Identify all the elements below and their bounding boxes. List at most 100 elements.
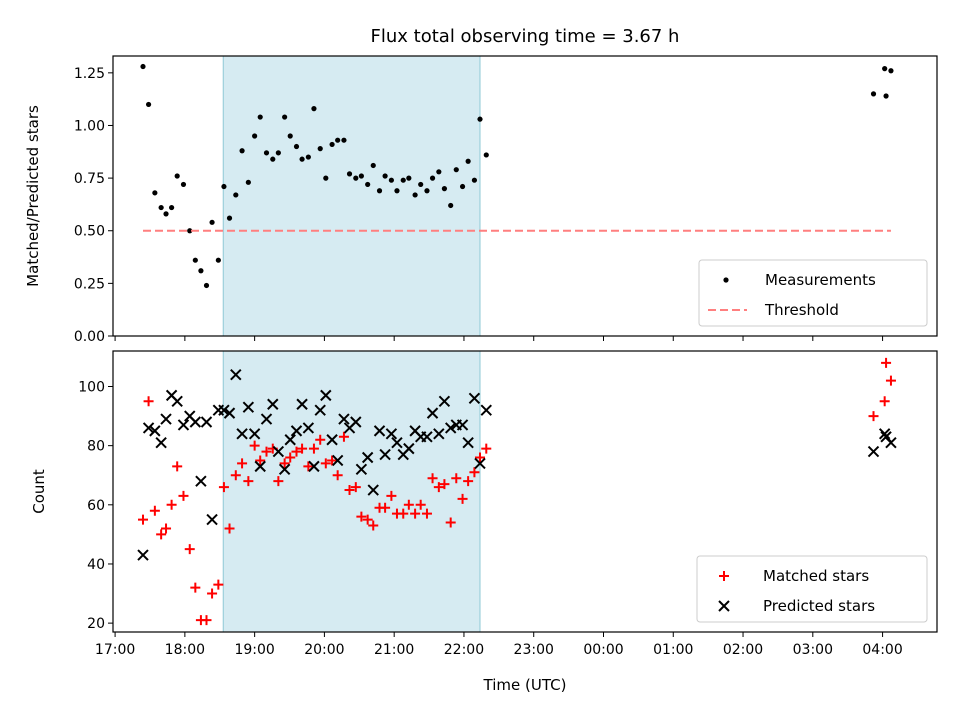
measurement-point [429, 175, 436, 181]
measurement-point [145, 101, 152, 108]
measurement-point [400, 177, 406, 183]
matched-stars-point [161, 523, 172, 534]
predicted-stars-point [474, 457, 486, 470]
measurement-point [353, 175, 359, 181]
legend-label: Measurements [765, 271, 876, 289]
y-tick-label: 1.00 [74, 118, 105, 134]
measurement-point [376, 188, 383, 194]
predicted-stars-point [278, 463, 291, 476]
measurement-point [174, 173, 180, 179]
legend-box [696, 555, 928, 623]
predicted-stars-point [284, 434, 296, 446]
matched-stars-point [879, 396, 890, 407]
matched-stars-point [403, 499, 414, 510]
matched-stars-point [285, 452, 296, 463]
matched-stars-point [143, 396, 154, 407]
measurement-point [870, 91, 877, 97]
x-tick-label: 20:00 [304, 642, 344, 658]
predicted-stars-point [456, 419, 469, 431]
matched-stars-point [291, 446, 302, 457]
measurement-point [270, 156, 276, 162]
predicted-stars-point [302, 422, 315, 434]
measurement-point [382, 173, 388, 179]
predicted-stars-point [403, 442, 415, 455]
predicted-stars-point [189, 416, 202, 428]
matched-stars-point [273, 476, 284, 487]
predicted-stars-point [149, 425, 161, 437]
measurement-point [245, 179, 251, 185]
matched-stars-point [243, 476, 254, 487]
predicted-stars-point [885, 436, 897, 449]
measurement-point [317, 146, 323, 152]
legend: Measurements Threshold [698, 259, 928, 327]
x-tick-label: 04:00 [862, 642, 902, 658]
predicted-stars-point [367, 484, 379, 496]
matched-stars-point [338, 431, 349, 442]
matched-stars-point [201, 615, 212, 626]
predicted-stars-point [206, 513, 218, 526]
measurement-point [370, 162, 376, 169]
measurement-point [453, 167, 459, 173]
matched-stars-point [410, 508, 421, 519]
predicted-stars-point [236, 428, 248, 440]
predicted-stars-point [308, 460, 320, 473]
predicted-stars-point [468, 392, 481, 405]
measurement-point [418, 181, 424, 188]
matched-stars-point [885, 375, 896, 386]
predicted-stars-point [260, 413, 273, 425]
matched-stars-point [178, 490, 189, 501]
axes-frame [112, 350, 938, 633]
measurement-point [465, 158, 471, 164]
matched-stars-point [207, 588, 218, 599]
predicted-stars-point [385, 428, 398, 440]
measurement-point [477, 116, 483, 122]
measurement-point [448, 202, 454, 209]
measurement-point [305, 154, 311, 160]
y-tick-label: 0.50 [74, 224, 105, 240]
matched-stars-point [868, 411, 879, 422]
matched-stars-point [249, 440, 260, 451]
matched-stars-point [469, 467, 480, 478]
matched-stars-point [303, 461, 314, 472]
measurement-point [424, 188, 430, 194]
matched-stars-point [261, 446, 272, 457]
measurement-point [335, 137, 341, 143]
predicted-stars-point [160, 413, 172, 425]
matched-stars-point [881, 357, 892, 368]
matched-stars-point [166, 499, 177, 510]
measurement-point [888, 68, 894, 74]
measurement-point [257, 114, 263, 120]
matched-stars-point [184, 544, 195, 555]
matched-stars-point [218, 482, 229, 493]
measurement-point [209, 219, 215, 225]
predicted-stars-point [155, 436, 167, 449]
predicted-stars-point [296, 398, 308, 410]
measurement-point [341, 137, 347, 143]
measurement-point [471, 177, 478, 183]
chart-title: Flux total observing time = 3.67 h [371, 26, 680, 47]
matched-stars-point [350, 482, 361, 493]
matched-stars-point [344, 485, 355, 496]
x-tick-label: 19:00 [234, 642, 274, 658]
legend: Matched stars Predicted stars [696, 555, 928, 623]
predicted-stars-point [462, 436, 474, 449]
bottom-panel: 20 40 60 80 100 17:00 18:00 19:00 20:00 21:00 22:0… [30, 350, 938, 658]
measurement-point [882, 66, 888, 72]
observing-window-span [222, 350, 481, 633]
matched-stars-point [230, 470, 241, 481]
predicted-stars-point [230, 368, 242, 381]
matched-stars-point [427, 473, 438, 484]
observing-window-span [222, 55, 481, 337]
measurement-point [152, 190, 158, 196]
x-tick-label: 22:00 [444, 642, 484, 658]
matched-stars-point [474, 452, 485, 463]
measurement-point [388, 177, 394, 183]
matched-stars-point [172, 461, 183, 472]
predicted-stars-point [272, 445, 285, 458]
matched-stars-point [149, 505, 160, 516]
predicted-stars-point [444, 422, 457, 434]
measurement-point [323, 175, 329, 181]
measurement-point [346, 171, 353, 177]
matched-stars-point [481, 443, 492, 454]
